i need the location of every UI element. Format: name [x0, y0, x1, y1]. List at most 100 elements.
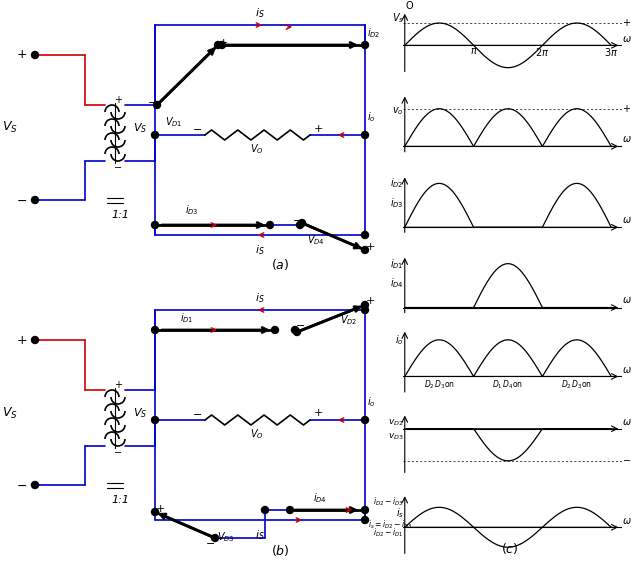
Circle shape	[151, 221, 158, 229]
Circle shape	[362, 132, 369, 138]
Circle shape	[32, 337, 38, 343]
Text: $(a)$: $(a)$	[271, 257, 289, 273]
Text: $\omega t$: $\omega t$	[622, 415, 631, 427]
Circle shape	[297, 221, 304, 229]
Text: +: +	[16, 333, 27, 347]
Circle shape	[151, 132, 158, 138]
Text: $+$: $+$	[365, 296, 375, 306]
Text: $\omega t$: $\omega t$	[622, 32, 631, 44]
Text: $i_s$: $i_s$	[396, 506, 404, 520]
Text: $V_s$: $V_s$	[392, 11, 404, 25]
Text: $-$: $-$	[147, 96, 157, 106]
Text: $-$: $-$	[114, 161, 122, 171]
Text: $-$: $-$	[292, 214, 302, 224]
Circle shape	[292, 327, 298, 333]
Text: +: +	[114, 95, 122, 105]
Circle shape	[362, 516, 369, 523]
Text: $i_{D4}$: $i_{D4}$	[313, 491, 327, 505]
Circle shape	[362, 247, 369, 253]
Text: $+$: $+$	[365, 242, 375, 252]
Text: $D_2\,D_3$on: $D_2\,D_3$on	[561, 378, 593, 391]
Text: $V_S$: $V_S$	[133, 406, 147, 420]
Text: $-$: $-$	[205, 537, 215, 547]
Text: $\omega t$: $\omega t$	[622, 514, 631, 526]
Text: $i_S$: $i_S$	[255, 291, 265, 305]
Text: $i_{D2}-i_{D1}$: $i_{D2}-i_{D1}$	[374, 527, 404, 540]
Text: $i_{D2}$: $i_{D2}$	[390, 176, 404, 191]
Text: $\pi$: $\pi$	[469, 47, 478, 56]
Circle shape	[362, 232, 369, 238]
Text: $\omega t$: $\omega t$	[622, 213, 631, 225]
Text: 1:1: 1:1	[111, 210, 129, 220]
Circle shape	[362, 306, 369, 314]
Text: $v_o$: $v_o$	[392, 105, 404, 116]
Text: $-$: $-$	[295, 319, 305, 329]
Text: $-$: $-$	[16, 478, 27, 492]
Circle shape	[362, 301, 369, 309]
Text: +: +	[16, 48, 27, 61]
Text: $v_{D3}$: $v_{D3}$	[388, 432, 404, 442]
Text: $v_{D2}$: $v_{D2}$	[388, 417, 404, 428]
Text: $(b)$: $(b)$	[271, 542, 289, 558]
Circle shape	[362, 42, 369, 48]
Text: $i_{D2}-i_{D3}$: $i_{D2}-i_{D3}$	[373, 495, 404, 507]
Text: $-$: $-$	[114, 446, 122, 456]
Text: $i_{D3}$: $i_{D3}$	[390, 196, 404, 210]
Text: $i_o$: $i_o$	[367, 395, 375, 409]
Text: O: O	[405, 1, 413, 11]
Text: $V_S$: $V_S$	[133, 121, 147, 135]
Text: $-V_m$: $-V_m$	[622, 454, 631, 468]
Circle shape	[218, 42, 225, 48]
Circle shape	[151, 416, 158, 424]
Circle shape	[151, 509, 158, 515]
Text: $\omega t$: $\omega t$	[622, 293, 631, 305]
Text: $i_{D3}$: $i_{D3}$	[185, 203, 199, 217]
Text: $V_S$: $V_S$	[2, 405, 18, 420]
Circle shape	[362, 416, 369, 424]
Text: $V_S$: $V_S$	[2, 120, 18, 134]
Text: $i_{D4}$: $i_{D4}$	[390, 277, 404, 291]
Text: $i_S$: $i_S$	[255, 528, 265, 542]
Circle shape	[32, 482, 38, 488]
Text: $+$: $+$	[313, 123, 323, 134]
Text: $D_2\,D_3$on: $D_2\,D_3$on	[423, 378, 455, 391]
Text: $+V_m$: $+V_m$	[622, 16, 631, 30]
Text: 1:1: 1:1	[111, 495, 129, 505]
Text: $\omega t$: $\omega t$	[622, 133, 631, 144]
Text: $i_S$: $i_S$	[255, 243, 265, 257]
Text: $V_{D2}$: $V_{D2}$	[340, 313, 358, 327]
Circle shape	[261, 506, 269, 514]
Text: $i_o$: $i_o$	[395, 333, 404, 347]
Text: $+$: $+$	[155, 502, 165, 514]
Circle shape	[293, 329, 300, 336]
Text: $V_O$: $V_O$	[250, 427, 264, 441]
Circle shape	[298, 220, 305, 226]
Text: $3\pi$: $3\pi$	[604, 47, 618, 58]
Text: $i_{D1}$: $i_{D1}$	[390, 257, 404, 270]
Text: $i_{D2}$: $i_{D2}$	[367, 26, 380, 40]
Text: $i_o$: $i_o$	[367, 110, 375, 124]
Circle shape	[151, 327, 158, 333]
Text: $V_{D4}$: $V_{D4}$	[307, 233, 325, 247]
Text: $-$: $-$	[16, 193, 27, 206]
Text: $i_s=i_{D2}-i_{D3}$: $i_s=i_{D2}-i_{D3}$	[368, 519, 413, 531]
Text: $D_1\,D_4$on: $D_1\,D_4$on	[492, 378, 524, 391]
Text: $V_O$: $V_O$	[250, 142, 264, 156]
Circle shape	[32, 197, 38, 203]
Text: $i_{D1}$: $i_{D1}$	[180, 311, 194, 325]
Circle shape	[215, 42, 221, 48]
Text: $i_S$: $i_S$	[255, 6, 265, 20]
Text: $-$: $-$	[192, 123, 202, 133]
Text: $+V_m$: $+V_m$	[622, 102, 631, 116]
Circle shape	[362, 506, 369, 514]
Circle shape	[271, 327, 278, 333]
Text: $+$: $+$	[313, 407, 323, 419]
Text: +: +	[114, 380, 122, 390]
Circle shape	[266, 221, 273, 229]
Text: $-$: $-$	[192, 408, 202, 418]
Text: $2\pi$: $2\pi$	[535, 47, 550, 58]
Text: $+$: $+$	[218, 37, 228, 48]
Text: $(c)$: $(c)$	[501, 541, 519, 555]
Text: $V_{D1}$: $V_{D1}$	[165, 115, 182, 129]
Text: $V_{D3}$: $V_{D3}$	[217, 530, 235, 544]
